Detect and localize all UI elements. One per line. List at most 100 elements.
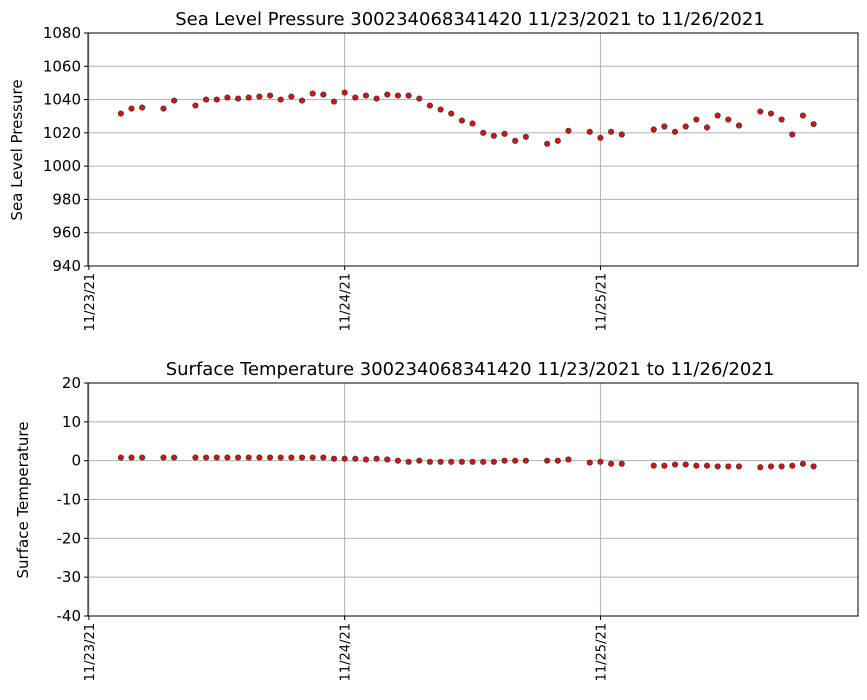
- y-tick-label: 940: [52, 257, 81, 275]
- chart-title: Sea Level Pressure 300234068341420 11/23…: [175, 9, 765, 30]
- data-point: [693, 462, 700, 469]
- data-point: [608, 128, 615, 135]
- data-point: [597, 134, 604, 141]
- data-point: [458, 458, 465, 465]
- data-point: [565, 127, 572, 134]
- data-point: [234, 95, 242, 102]
- data-point: [458, 117, 465, 124]
- data-point: [192, 454, 199, 461]
- data-point: [320, 91, 327, 98]
- data-point: [330, 455, 338, 462]
- data-point: [767, 463, 775, 470]
- data-point: [128, 105, 135, 112]
- data-point: [437, 458, 444, 465]
- data-point: [682, 461, 689, 468]
- data-point: [298, 97, 306, 104]
- data-point: [554, 457, 561, 464]
- data-point: [448, 110, 455, 117]
- y-tick-label: 20: [62, 374, 81, 392]
- y-tick-label: 1020: [43, 124, 81, 142]
- data-point: [234, 454, 242, 461]
- data-point: [373, 455, 380, 462]
- data-point: [320, 454, 327, 461]
- data-point: [224, 94, 231, 101]
- data-point: [789, 131, 796, 138]
- y-tick-label: 1060: [43, 57, 81, 75]
- data-point: [256, 454, 263, 461]
- data-point: [352, 455, 359, 462]
- data-point: [394, 92, 402, 99]
- data-point: [426, 102, 434, 109]
- data-point: [384, 91, 391, 98]
- data-point: [650, 126, 657, 133]
- data-point: [501, 130, 508, 137]
- data-point: [703, 462, 711, 469]
- data-point: [650, 462, 657, 469]
- data-point: [362, 456, 370, 463]
- y-axis-label: Sea Level Pressure: [8, 79, 26, 220]
- data-point: [810, 121, 817, 128]
- data-point: [405, 458, 412, 465]
- data-point: [544, 140, 551, 147]
- data-point: [341, 455, 348, 462]
- data-point: [671, 128, 679, 135]
- data-point: [661, 462, 668, 469]
- data-point: [767, 110, 775, 117]
- data-point: [277, 96, 284, 103]
- data-point: [245, 94, 252, 101]
- x-tick-label: 11/25/21: [594, 273, 609, 331]
- data-point: [266, 454, 274, 461]
- data-point: [810, 463, 817, 470]
- data-point: [117, 110, 124, 117]
- data-point: [117, 454, 124, 461]
- y-tick-label: 10: [62, 413, 81, 431]
- y-tick-label: -10: [57, 491, 82, 509]
- data-point: [512, 457, 519, 464]
- data-point: [309, 90, 316, 97]
- data-point: [437, 106, 444, 113]
- data-point: [192, 102, 199, 109]
- data-point: [448, 458, 455, 465]
- chart-title: Surface Temperature 300234068341420 11/2…: [166, 359, 775, 380]
- data-point: [778, 463, 785, 470]
- data-point: [160, 105, 167, 112]
- y-tick-label: -30: [57, 568, 82, 586]
- data-point: [213, 454, 220, 461]
- data-point: [490, 132, 497, 139]
- pressure-panel: Sea Level Pressure 300234068341420 11/23…: [8, 9, 859, 331]
- data-point: [661, 123, 668, 130]
- data-point: [266, 92, 274, 99]
- data-point: [139, 104, 146, 111]
- data-point: [203, 454, 210, 461]
- y-tick-label: 1080: [43, 24, 81, 42]
- data-point: [799, 112, 807, 119]
- data-point: [288, 454, 295, 461]
- data-point: [725, 463, 732, 470]
- data-point: [245, 454, 252, 461]
- data-point: [160, 454, 167, 461]
- data-point: [725, 116, 732, 123]
- data-point: [277, 454, 284, 461]
- x-tick-label: 11/23/21: [83, 623, 98, 681]
- data-point: [682, 123, 689, 130]
- plot-area-frame: [87, 382, 859, 617]
- y-tick-label: 0: [71, 452, 81, 470]
- x-tick-label: 11/23/21: [83, 273, 98, 331]
- data-point: [693, 116, 700, 123]
- data-point: [394, 457, 402, 464]
- data-point: [618, 460, 625, 467]
- data-point: [522, 457, 529, 464]
- data-point: [597, 458, 604, 465]
- y-tick-label: 1040: [43, 91, 81, 109]
- data-point: [789, 462, 796, 469]
- data-point: [778, 116, 785, 123]
- data-point: [139, 454, 146, 461]
- data-point: [224, 454, 231, 461]
- x-tick-label: 11/24/21: [339, 273, 354, 331]
- temperature-panel: Surface Temperature 300234068341420 11/2…: [14, 359, 859, 681]
- data-point: [799, 460, 807, 467]
- data-point: [256, 93, 263, 100]
- data-point: [554, 137, 561, 144]
- data-point: [416, 457, 423, 464]
